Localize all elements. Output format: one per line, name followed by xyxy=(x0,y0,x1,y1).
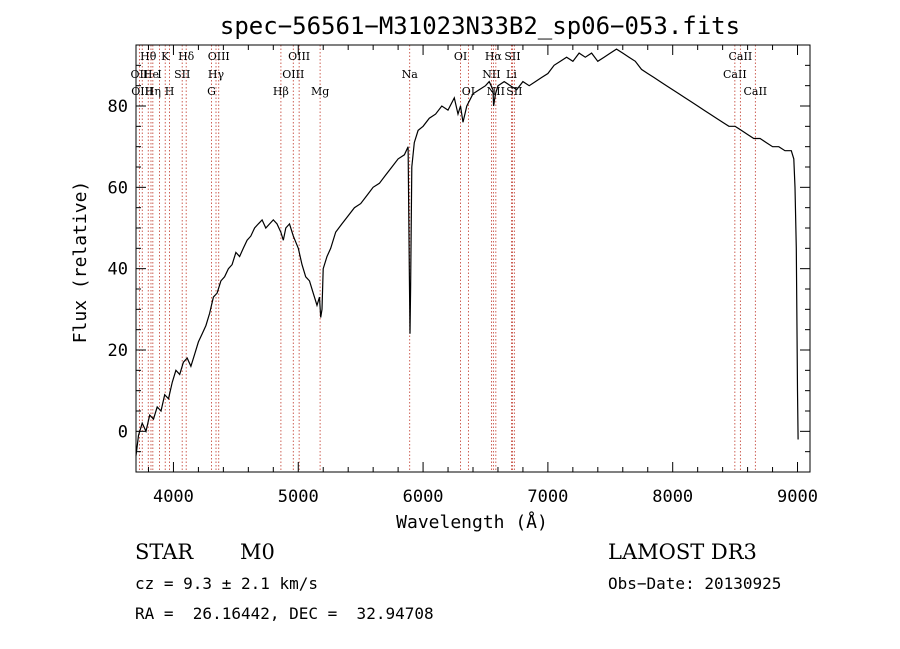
line-label: SII xyxy=(504,50,520,63)
plot-frame xyxy=(136,45,810,472)
y-axis-label: Flux (relative) xyxy=(70,181,91,344)
y-tick-label: 40 xyxy=(108,260,128,280)
survey-name: LAMOST DR3 xyxy=(608,540,757,564)
line-label: Mg xyxy=(311,85,329,98)
redshift-cz: cz = 9.3 ± 2.1 km/s xyxy=(135,574,318,593)
line-label: OI xyxy=(462,85,475,98)
coordinates: RA = 26.16442, DEC = 32.94708 xyxy=(135,604,434,623)
x-tick-label: 7000 xyxy=(527,487,568,507)
line-label: H xyxy=(165,85,175,98)
y-tick-label: 80 xyxy=(108,97,128,117)
x-tick-label: 9000 xyxy=(777,487,818,507)
line-label: NII xyxy=(482,68,500,81)
line-label: Hβ xyxy=(273,85,289,98)
line-label: CaII xyxy=(729,50,753,63)
line-label: Li xyxy=(506,68,517,81)
line-label: Hγ xyxy=(208,68,225,81)
y-tick-label: 60 xyxy=(108,178,128,198)
line-label: OI xyxy=(454,50,467,63)
line-label: Hη xyxy=(145,85,161,98)
line-label: K xyxy=(161,50,170,63)
line-label: CaII xyxy=(743,85,767,98)
chart-title: spec−56561−M31023N33B2_sp06−053.fits xyxy=(220,12,740,40)
line-label: Na xyxy=(402,68,419,81)
line-label: I xyxy=(157,68,161,81)
x-axis-label: Wavelength (Å) xyxy=(396,511,548,533)
x-tick-label: 4000 xyxy=(153,487,194,507)
line-label: CaII xyxy=(723,68,747,81)
line-label: OIII xyxy=(288,50,310,63)
x-tick-label: 6000 xyxy=(403,487,444,507)
y-tick-label: 20 xyxy=(108,341,128,361)
line-label: Hδ xyxy=(178,50,195,63)
spectrum-line xyxy=(136,49,798,456)
line-label: OIII xyxy=(282,68,304,81)
y-tick-label: 0 xyxy=(118,422,128,442)
line-label: SII xyxy=(174,68,190,81)
line-label: OIII xyxy=(208,50,230,63)
line-label: Hα xyxy=(485,50,503,63)
x-tick-label: 5000 xyxy=(278,487,319,507)
class-type: STAR xyxy=(135,540,193,564)
subclass: M0 xyxy=(240,540,275,564)
x-tick-label: 8000 xyxy=(652,487,693,507)
line-label: SII xyxy=(506,85,522,98)
line-label: Hθ xyxy=(140,50,157,63)
obs-date: Obs−Date: 20130925 xyxy=(608,574,781,593)
line-label: G xyxy=(207,85,216,98)
